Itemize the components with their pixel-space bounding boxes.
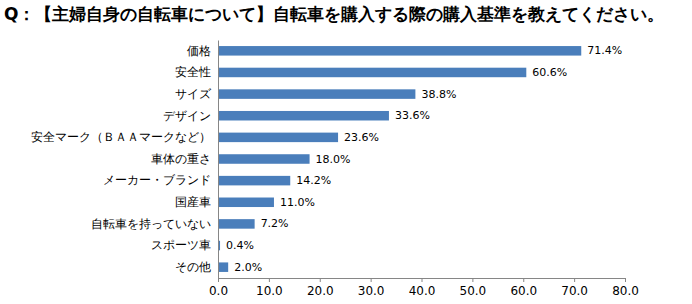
tick: 価格 [187,44,211,58]
tick: 0.0 [209,278,228,298]
data-label: 14.2% [296,174,331,187]
tick-label: 0.0 [209,284,228,298]
tick-label: 60.0 [510,284,537,298]
bar [218,219,255,229]
tick-mark [422,278,423,282]
tick-mark [523,278,524,282]
tick: 安全性 [175,65,211,79]
category-axis: 価格安全性サイズデザイン安全マーク（ＢＡＡマークなど） 車体の重さメーカー・ブラン… [31,41,219,279]
tick-label: 自転車を持っていない [91,217,211,231]
tick-label: スポーツ車 [151,238,211,252]
tick-mark [472,278,473,282]
bar [218,262,228,272]
tick-label: デザイン [163,109,211,123]
data-label: 33.6% [395,109,430,122]
tick-mark [625,278,626,282]
plot: 0.0 10.0 20.0 30.0 40.0 50.0 60.0 70.0 80.0 価格安全性… [31,41,639,298]
bar [218,89,415,99]
tick-mark [269,278,270,282]
bar [218,198,274,208]
data-label: 2.0% [234,261,262,274]
tick: 50.0 [460,278,487,298]
tick: 80.0 [612,278,639,298]
tick-label: メーカー・ブランド [103,173,211,187]
bar [218,111,389,121]
tick: 60.0 [510,278,537,298]
tick-mark [574,278,575,282]
data-label: 71.4% [587,44,622,57]
value-axis: 0.0 10.0 20.0 30.0 40.0 50.0 60.0 70.0 80.0 [209,278,639,298]
tick-label: 車体の重さ [151,152,211,166]
tick-mark [218,278,219,282]
data-label: 7.2% [261,217,289,230]
data-label: 0.4% [226,239,254,252]
tick: 20.0 [307,278,334,298]
tick: スポーツ車 [151,238,211,252]
tick-label: 80.0 [612,284,639,298]
tick: 自転車を持っていない [91,217,211,231]
tick-label: 価格 [187,44,211,58]
tick-label: 国産車 [175,195,211,209]
title: Q：【主婦自身の自転車について】自転車を購入する際の購入基準を教えてください。 [4,4,664,24]
tick: 30.0 [358,278,385,298]
tick-label: 40.0 [409,284,436,298]
bar [218,176,290,186]
tick-label: 50.0 [460,284,487,298]
data-label: 38.8% [421,88,456,101]
data-label: 18.0% [316,153,351,166]
tick-mark [371,278,372,282]
tick-label: 70.0 [561,284,588,298]
tick-label: サイズ [175,87,212,101]
tick: メーカー・ブランド [103,173,211,187]
tick: 安全マーク（ＢＡＡマークなど） [31,130,211,144]
data-label: 23.6% [344,131,379,144]
tick: 車体の重さ [151,152,211,166]
tick: 10.0 [256,278,283,298]
tick-label: 20.0 [307,284,334,298]
bar [218,68,526,78]
bar [218,154,310,164]
chart: Q：【主婦自身の自転車について】自転車を購入する際の購入基準を教えてください。 0… [0,0,692,304]
bar [218,46,581,56]
tick: サイズ [175,87,212,101]
data-label: 11.0% [280,196,315,209]
tick: 国産車 [175,195,211,209]
bars [218,46,581,272]
tick: 40.0 [409,278,436,298]
data-labels: 71.4% 60.6% 38.8% 33.6% 23.6% 18.0% 14.2% 11.0%… [226,44,622,273]
tick-label: 10.0 [256,284,283,298]
bar [218,133,338,143]
tick: 70.0 [561,278,588,298]
tick-label: 安全性 [175,65,211,79]
tick-mark [320,278,321,282]
tick: その他 [175,260,211,274]
axis-line [218,41,219,279]
data-label: 60.6% [532,66,567,79]
tick-label: 安全マーク（ＢＡＡマークなど） [31,130,211,144]
axis-line [219,279,626,283]
tick-label: その他 [175,260,211,274]
tick-label: 30.0 [358,284,385,298]
tick: デザイン [163,109,211,123]
